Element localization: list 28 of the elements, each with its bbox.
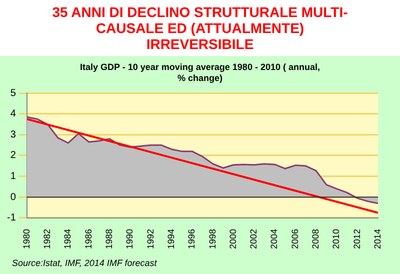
- x-tick-label: 2006: [290, 228, 300, 250]
- x-tick-label: 2010: [331, 228, 342, 250]
- x-tick-label: 2014: [372, 228, 382, 250]
- x-tick-label: 1986: [83, 228, 94, 250]
- y-tick-label: -1: [6, 212, 16, 224]
- x-tick-label: 2012: [352, 228, 362, 250]
- x-tick-label: 2008: [310, 228, 321, 250]
- y-tick-label: 1: [10, 171, 16, 182]
- x-tick-label: 1994: [166, 228, 176, 250]
- x-tick-label: 1980: [21, 228, 32, 250]
- x-tick-label: 1990: [124, 228, 135, 250]
- source-note: Source:Istat, IMF, 2014 IMF forecast: [12, 258, 157, 268]
- chart-subtitle: Italy GDP - 10 year moving average 1980 - 2010 ( annual, % change): [79, 61, 321, 84]
- y-tick-label: 2: [10, 150, 16, 162]
- chart-title: 35 ANNI DI DECLINO STRUTTURALE MULTI-CAUSALE ED (ATTUALMENTE) IRREVERSIBILE: [51, 4, 349, 52]
- x-tick-label: 1998: [207, 228, 218, 250]
- y-tick-label: 0: [10, 192, 16, 203]
- x-tick-label: 2000: [228, 228, 238, 250]
- x-tick-label: 2002: [248, 228, 259, 250]
- x-tick-label: 1988: [104, 228, 114, 250]
- y-tick-label: 5: [10, 88, 16, 99]
- y-tick-label: 3: [10, 129, 16, 140]
- x-tick-label: 1982: [42, 228, 52, 250]
- x-tick-label: 2004: [269, 228, 280, 250]
- x-tick-label: 1992: [145, 228, 156, 250]
- y-tick-label: 4: [10, 108, 16, 120]
- x-tick-label: 1984: [62, 228, 73, 250]
- x-tick-label: 1996: [186, 228, 197, 250]
